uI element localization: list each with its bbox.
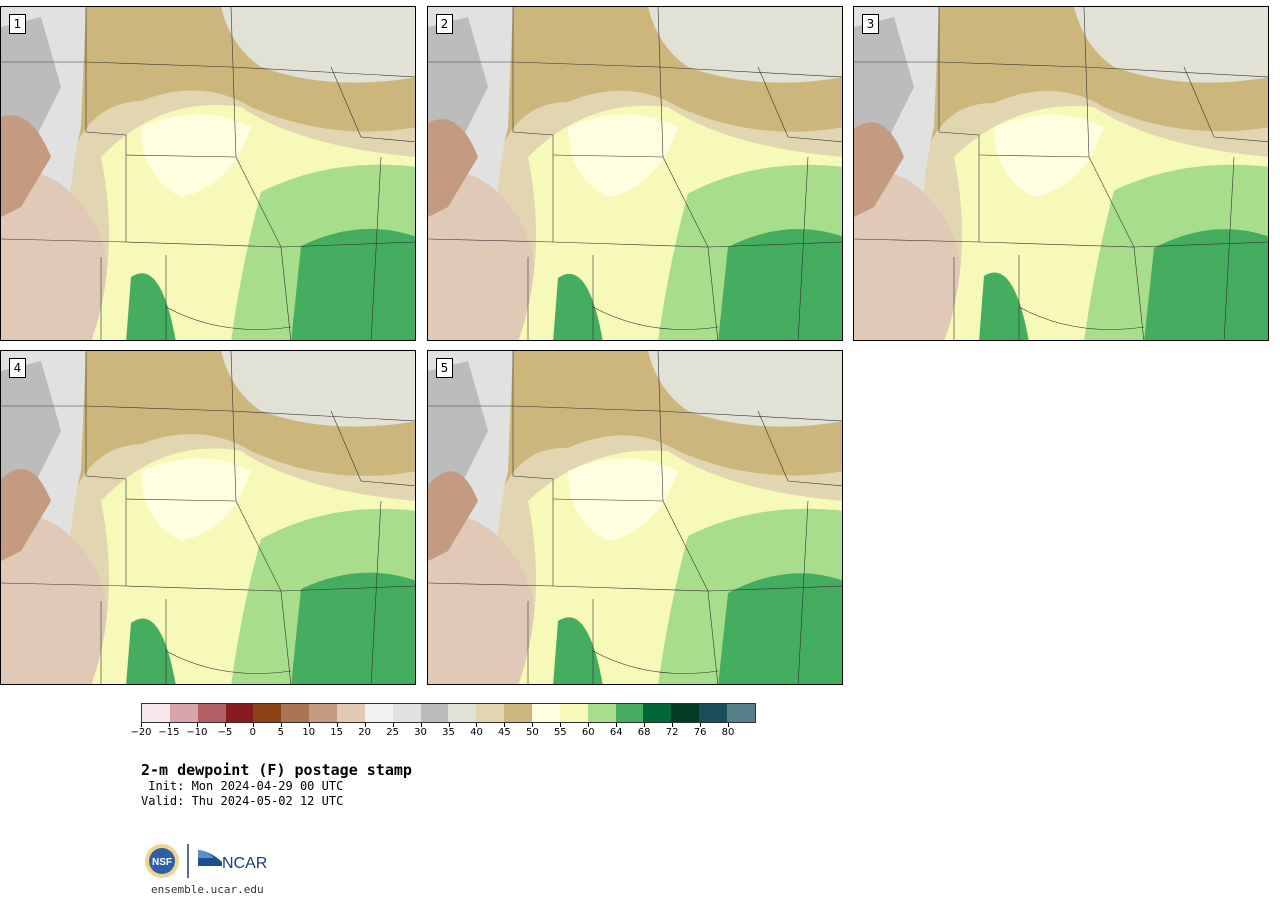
colorbar-swatch [587, 704, 616, 722]
dewpoint-map [428, 351, 842, 684]
colorbar-swatch [253, 704, 282, 722]
colorbar-swatch [476, 704, 505, 722]
website-url: ensemble.ucar.edu [151, 883, 264, 896]
colorbar-tick-label: 68 [637, 727, 651, 738]
init-time: Init: Mon 2024-04-29 00 UTC [141, 779, 344, 793]
colorbar-tick-label: 50 [525, 727, 539, 738]
colorbar-tick-label: 64 [609, 727, 623, 738]
colorbar-tickmark [700, 723, 702, 727]
colorbar-tickmark [308, 723, 310, 727]
member-number-label: 4 [9, 358, 26, 378]
colorbar-tick-label: 40 [470, 727, 483, 738]
dewpoint-map [428, 7, 842, 340]
colorbar-swatch [420, 704, 449, 722]
colorbar-tick-label: 5 [277, 727, 284, 738]
dewpoint-map [1, 7, 415, 340]
colorbar-tickmark [196, 723, 198, 727]
colorbar-tick-label: −5 [217, 727, 233, 738]
valid-time: Valid: Thu 2024-05-02 12 UTC [141, 794, 344, 808]
colorbar-tick-label: 80 [721, 727, 735, 738]
colorbar-swatch [615, 704, 644, 722]
colorbar-swatch [142, 704, 170, 722]
dewpoint-colorbar [141, 703, 756, 723]
colorbar-tickmark [168, 723, 170, 727]
member-number-label: 1 [9, 14, 26, 34]
dewpoint-map [854, 7, 1268, 340]
colorbar-swatch [532, 704, 560, 722]
colorbar-tick-label: 35 [442, 727, 455, 738]
colorbar-tickmark [560, 723, 562, 727]
colorbar-tickmark [532, 723, 534, 727]
colorbar-tick-label: 45 [498, 727, 511, 738]
colorbar-swatch [643, 704, 672, 722]
colorbar-swatch [699, 704, 728, 722]
colorbar-tick-label: 10 [302, 727, 316, 738]
colorbar-tick-label: −10 [186, 727, 208, 738]
member-number-label: 3 [862, 14, 879, 34]
colorbar-swatch [448, 704, 477, 722]
colorbar-swatch [281, 704, 310, 722]
colorbar-tickmark [616, 723, 618, 727]
colorbar-tickmark [420, 723, 422, 727]
colorbar-tickmark [672, 723, 674, 727]
colorbar-swatch [309, 704, 338, 722]
colorbar-swatch [225, 704, 254, 722]
colorbar-tick-label: 20 [358, 727, 371, 738]
colorbar-tickmark [588, 723, 590, 727]
nsf-logo-text: NSF [152, 857, 172, 868]
colorbar-tick-label: 55 [553, 727, 567, 738]
colorbar-tickmark [280, 723, 282, 727]
colorbar-swatch [169, 704, 198, 722]
colorbar-tickmark [141, 723, 142, 727]
colorbar-tick-label: 0 [249, 727, 256, 738]
colorbar-tick-label: 72 [665, 727, 679, 738]
ncar-logo-text: NCAR [222, 855, 267, 872]
colorbar-swatch [671, 704, 700, 722]
colorbar-tickmark [336, 723, 338, 727]
colorbar-tickmark [364, 723, 366, 727]
colorbar-swatch [337, 704, 365, 722]
ensemble-member-panel: 4 [0, 350, 416, 685]
colorbar-swatch [727, 704, 755, 722]
colorbar-tick-label: −20 [130, 727, 152, 738]
colorbar-swatch [504, 704, 533, 722]
member-number-label: 2 [436, 14, 453, 34]
ensemble-member-panel: 2 [427, 6, 843, 341]
member-number-label: 5 [436, 358, 453, 378]
colorbar-tickmark [728, 723, 730, 727]
nsf-logo-icon: NSF [145, 844, 179, 878]
colorbar-tick-label: 76 [693, 727, 707, 738]
ensemble-member-panel: 5 [427, 350, 843, 685]
colorbar-tickmark [252, 723, 254, 727]
ensemble-member-panel: 3 [853, 6, 1269, 341]
colorbar-tickmark [448, 723, 450, 727]
dewpoint-map [1, 351, 415, 684]
colorbar-tick-label: −15 [158, 727, 180, 738]
colorbar-tickmark [224, 723, 226, 727]
colorbar-tick-label: 60 [581, 727, 595, 738]
colorbar-tick-label: 25 [386, 727, 399, 738]
colorbar-tickmark [476, 723, 478, 727]
colorbar-swatch [559, 704, 588, 722]
colorbar-swatch [364, 704, 393, 722]
colorbar-swatch [392, 704, 421, 722]
sponsor-logos: NSF NCAR [144, 842, 276, 880]
colorbar-tick-label: 15 [330, 727, 344, 738]
ensemble-member-panel: 1 [0, 6, 416, 341]
colorbar-tick-label: 30 [414, 727, 427, 738]
colorbar-tickmark [392, 723, 394, 727]
ncar-logo-icon: NCAR [198, 850, 267, 872]
colorbar-swatch [197, 704, 226, 722]
figure-title: 2-m dewpoint (F) postage stamp [141, 761, 412, 779]
colorbar-tickmark [504, 723, 506, 727]
colorbar-tickmark [644, 723, 646, 727]
